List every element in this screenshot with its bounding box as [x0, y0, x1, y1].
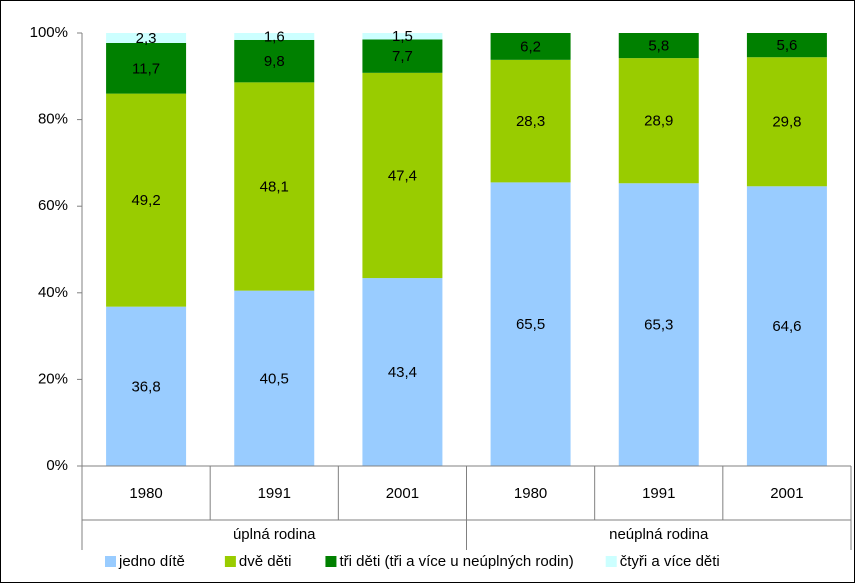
- bar-segment: [618, 183, 699, 466]
- y-tick-label: 60%: [38, 197, 68, 214]
- legend-swatch: [325, 556, 337, 567]
- value-label: 5,8: [648, 38, 669, 55]
- value-label: 64,6: [772, 318, 801, 335]
- legend-label: čtyři a více děti: [620, 553, 720, 570]
- bar-segment: [362, 39, 443, 73]
- bar-segment: [746, 33, 827, 58]
- value-label: 28,3: [516, 113, 545, 130]
- value-label: 48,1: [260, 178, 289, 195]
- bar-segment: [234, 39, 315, 83]
- bar-segment: [234, 33, 315, 40]
- bar-segment: [106, 93, 187, 307]
- bar-segment: [490, 182, 571, 466]
- value-label: 65,5: [516, 316, 545, 333]
- group-label: neúplná rodina: [609, 526, 709, 543]
- y-tick-label: 80%: [38, 111, 68, 128]
- x-tick-label: 1991: [258, 485, 291, 502]
- group-label: úplná rodina: [233, 526, 316, 543]
- value-label: 40,5: [260, 370, 289, 387]
- bar-segment: [490, 33, 571, 60]
- x-tick-label: 2001: [770, 485, 803, 502]
- x-tick-label: 1991: [642, 485, 675, 502]
- bar-segment: [362, 72, 443, 279]
- legend-label: dvě děti: [239, 553, 292, 570]
- value-label: 49,2: [131, 192, 160, 209]
- legend-swatch: [105, 556, 116, 567]
- bar-segment: [106, 42, 187, 94]
- value-label: 9,8: [264, 53, 285, 70]
- legend-swatch: [224, 556, 236, 567]
- value-label: 7,7: [392, 48, 413, 65]
- bar-segment: [234, 290, 315, 466]
- value-label: 28,9: [644, 113, 673, 130]
- value-label: 65,3: [644, 317, 673, 334]
- value-label: 29,8: [772, 114, 801, 131]
- bar-segment: [618, 58, 699, 184]
- x-tick-label: 2001: [386, 485, 419, 502]
- value-label: 1,6: [264, 28, 285, 45]
- bar-segment: [106, 306, 187, 466]
- bar-segment: [746, 57, 827, 187]
- bar-segment: [362, 278, 443, 466]
- y-tick-label: 100%: [30, 24, 68, 41]
- x-tick-label: 1980: [514, 485, 547, 502]
- bar-segment: [618, 33, 699, 59]
- value-label: 11,7: [132, 60, 160, 77]
- value-label: 43,4: [388, 364, 417, 381]
- bar-segment: [362, 33, 443, 40]
- y-tick-label: 20%: [38, 370, 68, 387]
- value-label: 2,3: [136, 30, 157, 47]
- value-label: 6,2: [520, 38, 541, 55]
- value-label: 5,6: [776, 37, 797, 54]
- bar-segment: [746, 186, 827, 467]
- x-tick-label: 1980: [129, 485, 162, 502]
- bar-segment: [106, 33, 187, 43]
- value-label: 36,8: [131, 378, 160, 395]
- legend-label: tři děti (tři a více u neúplných rodin): [339, 553, 573, 570]
- bar-segment: [490, 59, 571, 183]
- bar-segment: [234, 82, 315, 291]
- y-tick-label: 0%: [46, 457, 68, 474]
- y-tick-label: 40%: [38, 284, 68, 301]
- legend-label: jedno dítě: [118, 553, 185, 570]
- value-label: 47,4: [388, 167, 417, 184]
- legend-swatch: [605, 556, 617, 567]
- value-label: 1,5: [392, 28, 413, 45]
